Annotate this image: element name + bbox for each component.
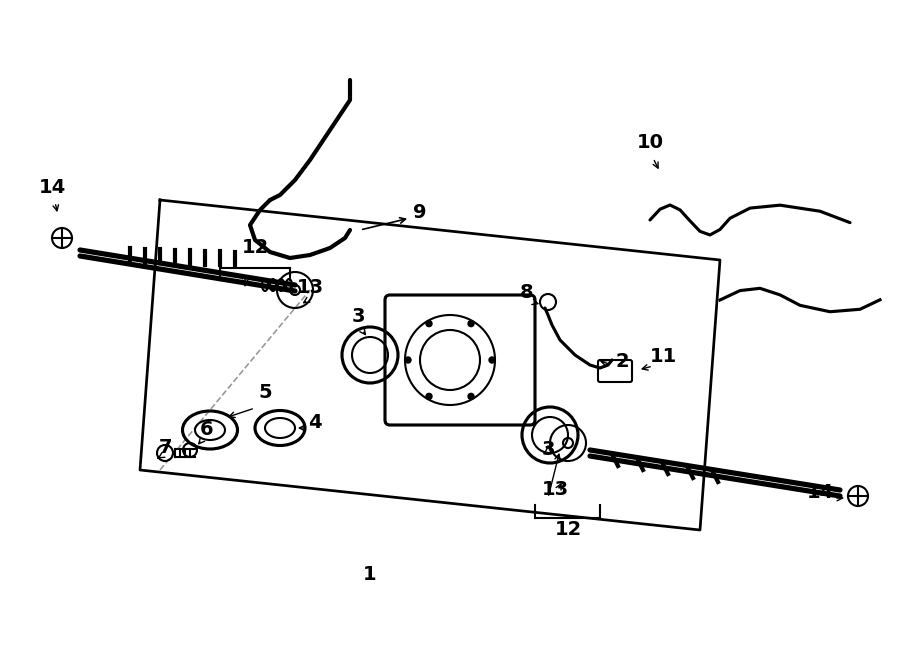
Circle shape [468, 320, 474, 326]
Text: 14: 14 [39, 178, 66, 197]
Text: 11: 11 [650, 347, 677, 366]
Text: 7: 7 [158, 438, 172, 457]
Text: 5: 5 [258, 383, 272, 402]
Text: 10: 10 [636, 133, 663, 152]
Text: 2: 2 [616, 352, 629, 371]
Text: 6: 6 [200, 420, 214, 439]
Text: 9: 9 [413, 203, 427, 222]
Text: 3: 3 [541, 440, 554, 459]
Text: 13: 13 [542, 480, 569, 499]
Circle shape [426, 393, 432, 399]
Text: 8: 8 [520, 283, 534, 302]
Circle shape [405, 357, 411, 363]
Circle shape [426, 320, 432, 326]
Circle shape [489, 357, 495, 363]
Text: 4: 4 [308, 413, 322, 432]
Text: 13: 13 [296, 278, 324, 297]
Text: 12: 12 [241, 238, 268, 257]
Text: 14: 14 [806, 483, 833, 502]
Text: 3: 3 [351, 307, 364, 326]
Text: 12: 12 [554, 520, 581, 539]
Text: 1: 1 [364, 565, 377, 584]
Circle shape [468, 393, 474, 399]
